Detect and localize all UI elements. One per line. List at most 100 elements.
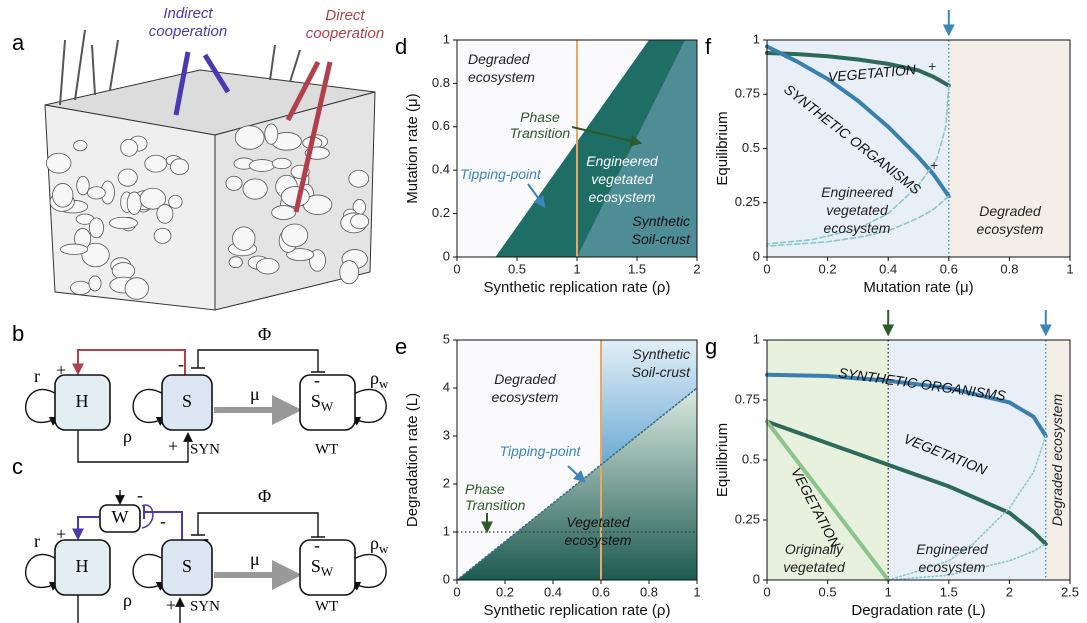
curve <box>765 419 1048 546</box>
annotation-line: ecosystem <box>468 69 535 85</box>
annotation-line: vegetated <box>826 202 889 218</box>
stone <box>139 187 167 210</box>
stone <box>111 262 136 280</box>
band <box>888 340 1046 580</box>
node-label: W <box>112 507 129 527</box>
stone <box>60 243 89 255</box>
stone <box>108 216 138 230</box>
node <box>299 374 356 431</box>
y-tick-label: 3 <box>443 427 450 442</box>
y-tick-label: 1 <box>753 331 760 346</box>
sub: W <box>321 399 334 414</box>
annotation: Phase Transition <box>465 481 526 513</box>
pointer <box>285 60 321 122</box>
arrow-feedback <box>77 430 193 463</box>
annotation-line: Originally <box>785 541 844 557</box>
x-tick-label: 0.5 <box>819 584 837 599</box>
x-tick-label: 2 <box>1006 584 1013 599</box>
band <box>948 40 1070 257</box>
annotation-line: Transition <box>510 125 571 141</box>
line: cooperation <box>306 25 384 42</box>
y-axis-label: Equilibrium <box>714 423 731 497</box>
annotation: Degraded ecosystem <box>1049 394 1065 527</box>
sub: W <box>321 564 334 579</box>
self-loop <box>350 388 387 426</box>
panel-label: f <box>705 34 712 59</box>
region <box>601 340 697 465</box>
sign: + <box>56 360 66 380</box>
stone <box>144 154 168 173</box>
annotation-line: vegetated <box>783 559 846 575</box>
stone <box>76 176 90 196</box>
self-loop <box>24 553 60 591</box>
annotation-line: Phase <box>465 481 505 497</box>
pointer <box>293 61 333 213</box>
stone <box>248 159 276 172</box>
pointer-arrow <box>567 465 586 483</box>
stone <box>153 227 172 244</box>
stone <box>264 123 279 145</box>
y-tick-label: 0.6 <box>432 118 450 133</box>
node-label: S <box>182 391 192 411</box>
node <box>299 539 356 596</box>
x-tick-label: 0.2 <box>496 584 514 599</box>
caption: WT <box>315 441 338 457</box>
annotation-line: Tipping-point <box>500 443 582 459</box>
band <box>767 40 949 257</box>
annotation: Degraded ecosystem <box>468 51 535 85</box>
x-tick-label: 0.4 <box>879 261 897 276</box>
self-loop <box>132 553 167 591</box>
param: r <box>34 366 40 386</box>
line: Indirect <box>163 5 213 22</box>
annotation: Engineered vegetated ecosystem <box>821 184 894 236</box>
annotation-line: ecosystem <box>589 189 656 205</box>
y-tick-label: 4 <box>443 379 450 394</box>
annotation-line: ecosystem <box>565 532 632 548</box>
inhibition-loop <box>191 512 325 538</box>
panel-c: c H S SW W r ρ ρw Φ μ SYN WT + + - - - - <box>12 454 389 623</box>
x-tick-label: 2.5 <box>1061 584 1079 599</box>
line: cooperation <box>149 23 227 40</box>
pointer <box>173 51 191 116</box>
y-axis-label: Equilibrium <box>714 111 731 185</box>
x-tick-label: 0 <box>453 584 460 599</box>
panel-label: g <box>705 334 717 359</box>
self-loop <box>132 388 167 426</box>
caption: SYN <box>190 441 220 457</box>
curve <box>766 84 950 245</box>
annotation-line: Synthetic <box>632 213 690 229</box>
annotation: Originally vegetated <box>783 541 846 575</box>
stone <box>126 191 142 215</box>
y-tick-label: 1 <box>443 523 450 538</box>
input-arrow <box>77 595 180 623</box>
y-tick-label: 0.5 <box>742 140 760 155</box>
sign: + <box>56 524 66 544</box>
stone <box>255 257 280 275</box>
y-tick-label: 5 <box>443 331 450 346</box>
curve <box>887 435 1047 581</box>
annotation-line: + <box>930 157 938 173</box>
annotation-line: Engineered <box>916 541 989 557</box>
sign: - <box>160 511 166 531</box>
panel-label: a <box>12 30 25 55</box>
annotation-line: ecosystem <box>977 221 1044 237</box>
annotation-line: Tipping-point <box>460 166 542 182</box>
annotation: Synthetic Soil-crust <box>632 346 691 380</box>
main: S <box>311 391 321 411</box>
x-tick-label: 1 <box>1066 261 1073 276</box>
sign: - <box>203 528 209 548</box>
panel-a: a Indirect cooperation Direct cooperation <box>12 5 384 311</box>
stone <box>170 158 190 176</box>
stone <box>271 205 297 220</box>
node <box>161 539 213 596</box>
pointer-arrow <box>571 126 643 147</box>
x-tick-label: 0.4 <box>544 584 562 599</box>
stone <box>88 217 105 239</box>
stone <box>286 248 315 262</box>
stone <box>120 138 139 157</box>
stone <box>339 260 360 285</box>
panel-0: d 0 0.5 1 1.5 2 0 0.2 0.4 0.6 0.8 1 Synthetic replic… <box>395 31 701 296</box>
curve <box>765 372 1048 438</box>
axes-frame <box>456 339 698 581</box>
